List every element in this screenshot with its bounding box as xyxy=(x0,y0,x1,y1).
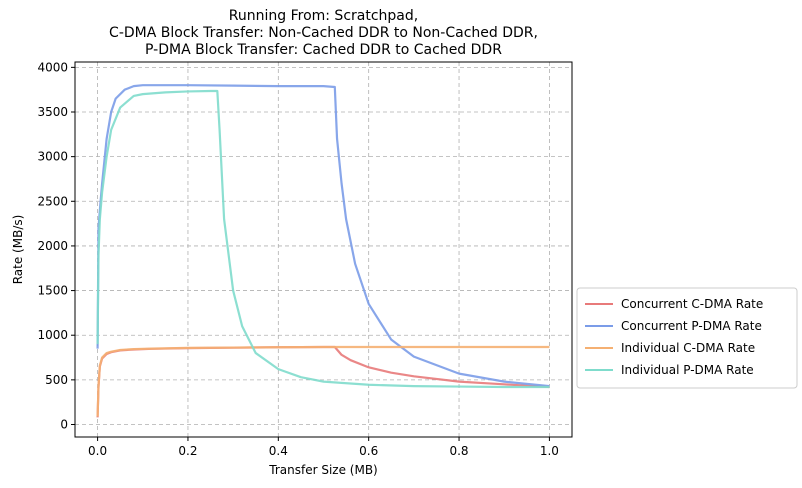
x-axis-ticks: 0.0 0.2 0.4 0.6 0.8 1.0 xyxy=(88,437,559,458)
x-axis-label: Transfer Size (MB) xyxy=(268,463,377,477)
legend-label: Individual P-DMA Rate xyxy=(621,363,754,377)
x-tick-label: 0.8 xyxy=(449,444,468,458)
y-tick-label: 3500 xyxy=(37,105,68,119)
y-tick-label: 3000 xyxy=(37,150,68,164)
chart-title-line-3: P-DMA Block Transfer: Cached DDR to Cach… xyxy=(145,42,502,58)
y-tick-label: 1500 xyxy=(37,284,68,298)
y-tick-label: 2000 xyxy=(37,239,68,253)
y-tick-label: 2500 xyxy=(37,194,68,208)
y-tick-label: 0 xyxy=(60,418,68,432)
legend-label: Concurrent P-DMA Rate xyxy=(621,319,762,333)
x-tick-label: 0.0 xyxy=(88,444,107,458)
plot-area-frame xyxy=(74,61,573,438)
legend-label: Concurrent C-DMA Rate xyxy=(621,297,763,311)
y-axis-ticks: 0 500 1000 1500 2000 2500 3000 3500 4000 xyxy=(37,60,75,432)
series-line-3 xyxy=(96,345,550,417)
chart-title: Running From: Scratchpad, C-DMA Block Tr… xyxy=(109,8,538,58)
x-tick-label: 1.0 xyxy=(540,444,559,458)
series-line-2 xyxy=(96,84,550,388)
series-line-4 xyxy=(96,89,550,389)
x-tick-label: 0.6 xyxy=(359,444,378,458)
x-tick-label: 0.2 xyxy=(178,444,197,458)
legend-label: Individual C-DMA Rate xyxy=(621,341,755,355)
x-tick-label: 0.4 xyxy=(269,444,288,458)
legend-box xyxy=(576,287,798,389)
y-tick-label: 1000 xyxy=(37,328,68,342)
chart-title-line-1: Running From: Scratchpad, xyxy=(229,8,418,24)
chart-title-line-2: C-DMA Block Transfer: Non-Cached DDR to … xyxy=(109,25,538,41)
legend: Concurrent C-DMA Rate Concurrent P-DMA Ra… xyxy=(576,287,798,389)
y-axis-label: Rate (MB/s) xyxy=(11,215,25,285)
series-lines xyxy=(96,84,550,418)
y-tick-label: 500 xyxy=(45,373,68,387)
y-tick-label: 4000 xyxy=(37,60,68,74)
